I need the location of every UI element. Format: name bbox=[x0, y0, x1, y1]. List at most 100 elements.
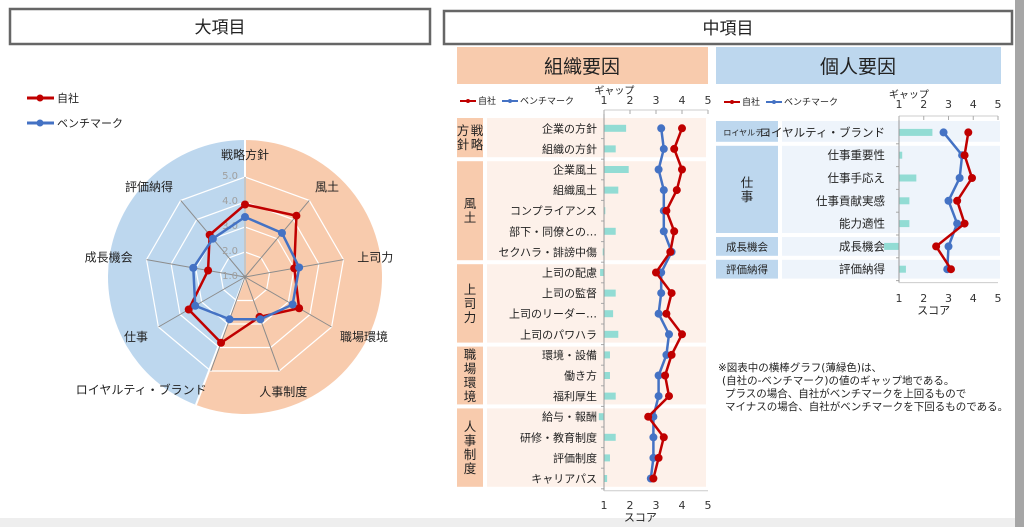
radar-point-own bbox=[184, 305, 193, 314]
row-label: 組織風土 bbox=[553, 184, 597, 197]
point-own bbox=[649, 474, 658, 483]
gap-bar bbox=[604, 392, 616, 400]
gap-axis-tick: 4 bbox=[679, 94, 686, 107]
group-label-cell bbox=[716, 237, 778, 256]
group-label-char: 風 bbox=[464, 196, 477, 211]
group-label-cell bbox=[457, 408, 483, 487]
gap-bar bbox=[598, 413, 604, 421]
group-label-char: 人 bbox=[464, 419, 477, 434]
radar-point-benchmark bbox=[277, 228, 286, 237]
score-axis-tick: 3 bbox=[945, 292, 952, 305]
row-label: 部下・同僚との… bbox=[509, 224, 597, 238]
point-own bbox=[678, 330, 686, 339]
row-label: 仕事重要性 bbox=[828, 148, 886, 162]
point-benchmark bbox=[944, 196, 953, 205]
radar-tick-label: 4.0 bbox=[222, 196, 238, 207]
radar-series-benchmark bbox=[192, 215, 301, 321]
row-label: 企業の方針 bbox=[542, 121, 597, 135]
gap-bar bbox=[899, 128, 933, 136]
row-label: 評価納得 bbox=[839, 262, 885, 276]
radar-tick-label: 2.0 bbox=[222, 246, 238, 257]
row-label: 企業風土 bbox=[553, 163, 597, 177]
score-axis-tick: 4 bbox=[970, 292, 977, 305]
score-axis-tick: 2 bbox=[627, 499, 634, 512]
legend-marker-benchmark bbox=[36, 119, 44, 127]
score-axis-title: スコア bbox=[624, 511, 657, 524]
legend-own: 自社 bbox=[742, 96, 760, 108]
group-label-char: 力 bbox=[464, 310, 477, 325]
gap-bar bbox=[899, 174, 917, 182]
gap-bar bbox=[602, 248, 604, 256]
point-own bbox=[678, 124, 686, 133]
point-own bbox=[652, 268, 660, 277]
row-label: 上司のリーダー… bbox=[509, 307, 597, 321]
point-benchmark bbox=[659, 186, 668, 195]
gap-axis-tick: 2 bbox=[627, 94, 634, 107]
point-own bbox=[659, 433, 668, 442]
point-benchmark bbox=[649, 433, 658, 442]
row-label: セクハラ・誹謗中傷 bbox=[499, 245, 597, 259]
radar-category-label: 戦略方針 bbox=[221, 147, 269, 162]
radar-category-label: 上司力 bbox=[357, 251, 393, 265]
scrollbar[interactable] bbox=[1015, 0, 1024, 527]
group-label-char: 境 bbox=[464, 389, 477, 404]
gap-bar bbox=[604, 310, 614, 318]
row-label: 研修・教育制度 bbox=[520, 430, 597, 444]
group-label-cell bbox=[457, 161, 483, 261]
gap-axis-tick: 4 bbox=[970, 98, 977, 111]
score-axis-tick: 2 bbox=[920, 292, 927, 305]
radar-legend: 自社 ベンチマーク bbox=[27, 91, 123, 130]
point-benchmark bbox=[657, 124, 666, 133]
point-benchmark bbox=[654, 371, 663, 380]
legend-benchmark: ベンチマーク bbox=[57, 117, 123, 130]
point-own bbox=[661, 371, 670, 380]
group-label-cell bbox=[716, 121, 778, 142]
row-label: 上司の配慮 bbox=[542, 266, 597, 280]
group-label-char: 制 bbox=[464, 447, 477, 462]
radar-sector-personal bbox=[108, 140, 245, 405]
row-label: キャリアパス bbox=[531, 473, 597, 486]
gap-bar bbox=[899, 151, 903, 159]
point-own bbox=[670, 227, 679, 236]
radar-spoke bbox=[158, 276, 246, 328]
score-axis-title: スコア bbox=[917, 304, 950, 317]
radar-point-own bbox=[295, 304, 304, 313]
point-own bbox=[953, 196, 962, 205]
gap-bar bbox=[884, 242, 899, 250]
group-label-char: 方 bbox=[457, 123, 470, 138]
group-label-cell bbox=[716, 145, 778, 233]
radar-tick-label: 1.0 bbox=[222, 271, 238, 282]
group-row-background bbox=[487, 408, 706, 487]
gap-bar bbox=[604, 330, 619, 338]
radar-point-own bbox=[292, 211, 301, 220]
radar-gridline bbox=[170, 201, 320, 349]
row-label: 評価制度 bbox=[553, 451, 597, 465]
gap-bar bbox=[604, 227, 616, 235]
group-label: 成長機会 bbox=[726, 240, 768, 253]
radar-point-benchmark bbox=[295, 263, 304, 272]
org-factor-header: 組織要因 bbox=[457, 47, 708, 84]
point-own bbox=[666, 247, 675, 256]
group-label-char: 環 bbox=[464, 375, 477, 390]
legend-marker-benchmark bbox=[772, 100, 776, 104]
gap-axis-tick: 3 bbox=[945, 98, 952, 111]
gap-axis-tick: 1 bbox=[601, 94, 608, 107]
legend-marker-own bbox=[730, 100, 734, 104]
group-label-char: 事 bbox=[464, 433, 477, 448]
radar-category-label: 成長機会 bbox=[85, 250, 133, 265]
row-label: 仕事貢献実感 bbox=[816, 194, 885, 208]
note-line-4: マイナスの場合、自社がベンチマークを下回るものである。 bbox=[725, 400, 1008, 413]
group-label-char: 針 bbox=[457, 137, 470, 152]
gap-axis-tick: 5 bbox=[705, 94, 712, 107]
radar-chart: 1.02.03.04.05.0戦略方針風土上司力職場環境人事制度ロイヤルティ・ブ… bbox=[76, 140, 393, 414]
radar-point-benchmark bbox=[191, 301, 200, 310]
legend-benchmark: ベンチマーク bbox=[784, 97, 838, 108]
org-factor-chart: 自社 ベンチマークギャップ1122334455スコア戦略方針企業の方針組織の方針風… bbox=[457, 85, 712, 524]
radar-spoke bbox=[244, 276, 332, 328]
personal-factor-title: 個人要因 bbox=[820, 56, 896, 78]
row-label: 環境・設備 bbox=[542, 348, 597, 362]
radar-point-benchmark bbox=[256, 315, 265, 324]
